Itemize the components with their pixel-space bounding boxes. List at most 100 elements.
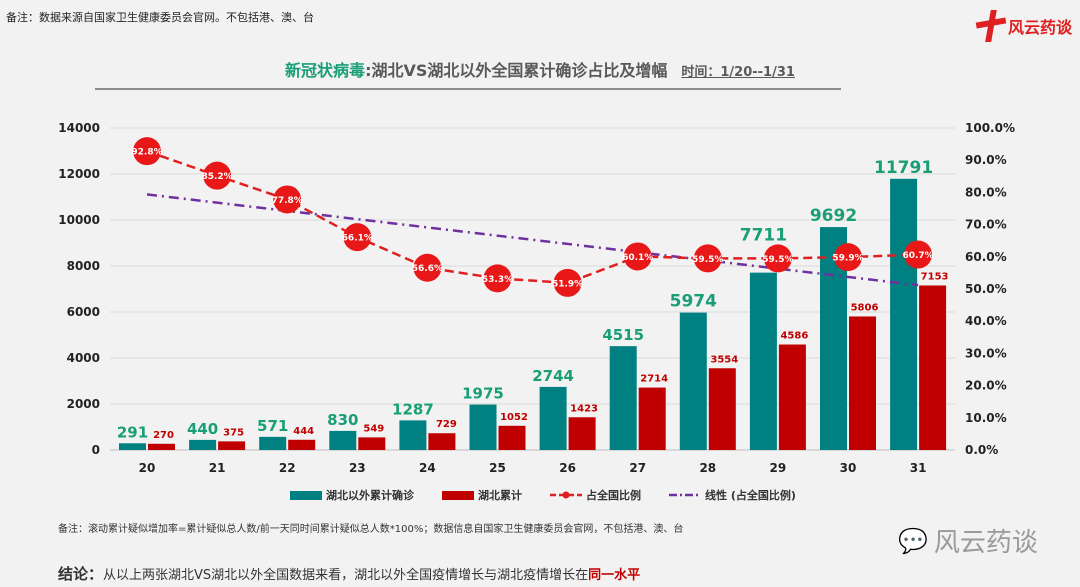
- ratio-label: 60.1%: [622, 253, 653, 263]
- bar-label-hubei: 5806: [851, 302, 879, 313]
- legend: 湖北以外累计确诊 湖北累计 占全国比例 线性 (占全国比例): [290, 487, 796, 503]
- y2-tick-label: 20.0%: [965, 379, 1007, 393]
- ratio-label: 59.9%: [832, 254, 863, 264]
- bar-label-outside-hubei: 571: [257, 417, 288, 435]
- trendline: [146, 193, 919, 287]
- y-tick-label: 6000: [67, 305, 100, 319]
- bar-label-hubei: 4586: [780, 331, 808, 342]
- bar-label-outside-hubei: 7711: [740, 225, 787, 245]
- bar-hubei: [358, 437, 386, 450]
- ratio-point: [693, 244, 722, 273]
- bar-label-outside-hubei: 9692: [810, 206, 857, 226]
- bar-hubei: [778, 344, 806, 450]
- x-tick-label: 20: [139, 461, 156, 475]
- bar-label-hubei: 375: [223, 427, 244, 438]
- bar-hubei: [218, 441, 246, 450]
- bar-label-hubei: 549: [363, 423, 384, 434]
- bar-label-hubei: 2714: [640, 374, 668, 385]
- title-divider: [95, 88, 841, 90]
- bar-label-outside-hubei: 440: [187, 420, 218, 438]
- bar-label-hubei: 1423: [570, 403, 598, 414]
- bar-outside-hubei: [609, 346, 637, 450]
- y2-tick-label: 30.0%: [965, 346, 1007, 360]
- x-tick-label: 25: [489, 461, 506, 475]
- bar-label-outside-hubei: 4515: [602, 326, 644, 344]
- ratio-label: 51.9%: [552, 279, 583, 289]
- footer-note: 备注：滚动累计疑似增加率=累计疑似总人数/前一天同时间累计疑似总人数*100%；…: [58, 524, 684, 535]
- ratio-label: 66.1%: [342, 234, 373, 244]
- y-tick-label: 14000: [58, 121, 100, 135]
- x-tick-label: 31: [910, 461, 927, 475]
- ratio-point: [763, 244, 792, 273]
- y2-tick-label: 70.0%: [965, 218, 1007, 232]
- x-tick-label: 21: [209, 461, 226, 475]
- bar-hubei: [638, 387, 666, 450]
- y2-tick-label: 60.0%: [965, 250, 1007, 264]
- ratio-label: 85.2%: [201, 172, 232, 182]
- bar-outside-hubei: [890, 178, 918, 450]
- legend-item-outside: 湖北以外累计确诊: [290, 487, 414, 503]
- conclusion-highlight: 同一水平: [588, 568, 641, 583]
- logo: 风云药谈: [976, 8, 1072, 44]
- bar-outside-hubei: [119, 443, 146, 450]
- ratio-point: [904, 240, 933, 269]
- ratio-label: 92.8%: [131, 148, 162, 158]
- x-tick-label: 29: [770, 461, 787, 475]
- legend-label: 占全国比例: [586, 489, 641, 502]
- bar-label-outside-hubei: 291: [117, 423, 148, 441]
- chart-title: 新冠状病毒:湖北VS湖北以外全国累计确诊占比及增幅 时间：1/20--1/31: [0, 57, 1080, 81]
- x-tick-label: 30: [840, 461, 857, 475]
- wechat-icon: 💬: [898, 526, 928, 555]
- bar-hubei: [708, 368, 736, 450]
- bar-hubei: [148, 443, 175, 450]
- bar-label-outside-hubei: 2744: [532, 367, 574, 385]
- bar-hubei: [288, 439, 316, 450]
- title-green: 新冠状病毒: [285, 61, 366, 80]
- bar-label-hubei: 3554: [710, 354, 738, 365]
- ratio-label: 59.5%: [762, 255, 793, 265]
- y2-tick-label: 50.0%: [965, 282, 1007, 296]
- source-note: 备注：数据来源自国家卫生健康委员会官网。不包括港、澳、台: [6, 11, 314, 24]
- y-tick-label: 8000: [67, 259, 100, 273]
- legend-swatch: [442, 490, 474, 500]
- x-tick-label: 28: [699, 461, 716, 475]
- x-tick-label: 27: [629, 461, 646, 475]
- y2-tick-label: 40.0%: [965, 314, 1007, 328]
- bar-label-hubei: 444: [293, 426, 314, 437]
- legend-item-ratio: 占全国比例: [550, 487, 641, 503]
- y-tick-label: 10000: [58, 213, 100, 227]
- bar-hubei: [849, 316, 876, 450]
- y2-tick-label: 80.0%: [965, 185, 1007, 199]
- ratio-label: 53.3%: [482, 275, 513, 285]
- bar-label-outside-hubei: 1287: [392, 400, 434, 418]
- ratio-point: [343, 223, 372, 252]
- conclusion: 结论：从以上两张湖北VS湖北以外全国数据来看，湖北以外全国疫情增长与湖北疫情增长…: [58, 563, 640, 584]
- ratio-label: 59.5%: [692, 255, 723, 265]
- y2-tick-label: 0.0%: [965, 443, 998, 457]
- y-tick-label: 4000: [67, 351, 100, 365]
- bar-outside-hubei: [679, 312, 707, 450]
- bar-outside-hubei: [329, 430, 357, 450]
- bar-label-hubei: 270: [153, 430, 174, 441]
- bar-label-outside-hubei: 1975: [462, 385, 504, 403]
- conclusion-label: 结论：: [58, 565, 104, 583]
- ratio-point: [273, 185, 302, 214]
- bar-outside-hubei: [189, 439, 217, 450]
- bar-outside-hubei: [749, 272, 777, 450]
- time-label: 时间：1/20--1/31: [681, 65, 795, 80]
- legend-label: 湖北累计: [478, 489, 522, 502]
- ratio-label: 77.8%: [272, 196, 303, 206]
- legend-label: 线性 (占全国比例): [705, 489, 796, 502]
- y-tick-label: 2000: [67, 397, 100, 411]
- ratio-point: [203, 161, 232, 190]
- legend-line-icon: [550, 491, 582, 499]
- ratio-point: [623, 242, 652, 271]
- ratio-label: 60.7%: [902, 251, 933, 261]
- ratio-point: [553, 268, 582, 297]
- bar-outside-hubei: [539, 386, 567, 450]
- bar-hubei: [919, 285, 947, 450]
- bar-label-hubei: 7153: [921, 271, 949, 282]
- bar-outside-hubei: [469, 404, 497, 450]
